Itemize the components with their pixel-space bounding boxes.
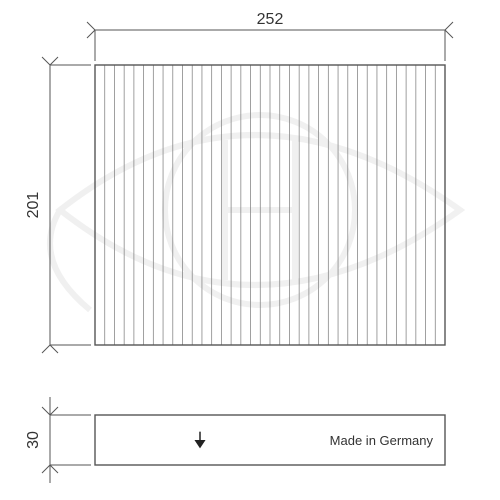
made-in-label: Made in Germany	[330, 433, 434, 448]
dimension-width-value: 252	[257, 11, 284, 28]
watermark-logo	[50, 115, 460, 310]
dimension-thickness: 30	[25, 397, 91, 483]
dimension-height-value: 201	[25, 192, 42, 219]
dimension-width: 252	[87, 11, 453, 61]
dimension-height: 201	[25, 57, 91, 353]
main-filter-rect	[95, 65, 445, 345]
dimension-thickness-value: 30	[25, 431, 42, 449]
